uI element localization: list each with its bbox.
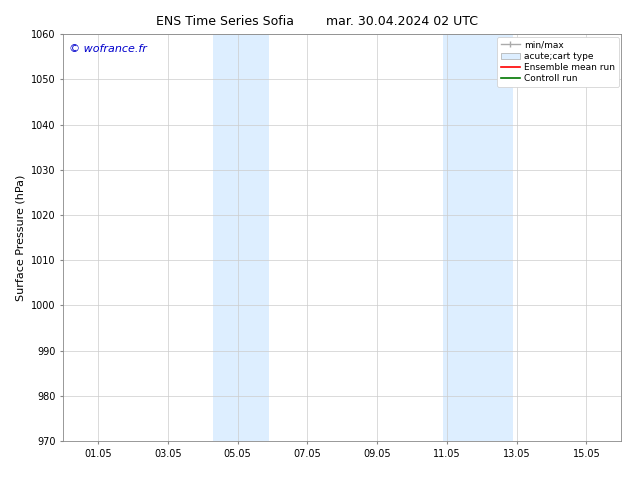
Y-axis label: Surface Pressure (hPa): Surface Pressure (hPa) <box>16 174 25 301</box>
Text: ENS Time Series Sofia        mar. 30.04.2024 02 UTC: ENS Time Series Sofia mar. 30.04.2024 02… <box>156 15 478 28</box>
Legend: min/max, acute;cart type, Ensemble mean run, Controll run: min/max, acute;cart type, Ensemble mean … <box>497 37 619 87</box>
Bar <box>213 34 269 441</box>
Bar <box>443 34 513 441</box>
Text: © wofrance.fr: © wofrance.fr <box>69 45 147 54</box>
